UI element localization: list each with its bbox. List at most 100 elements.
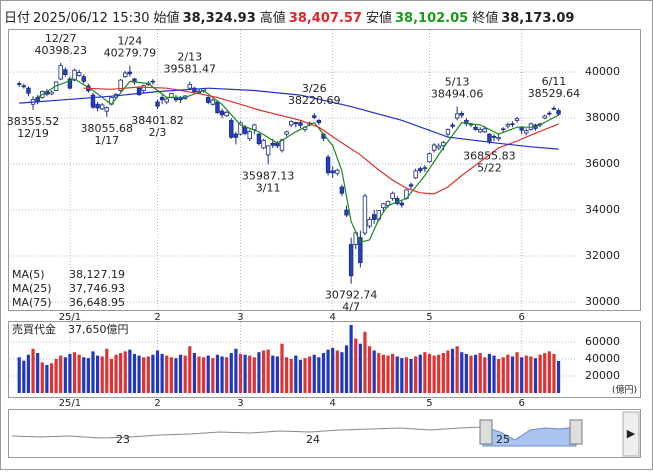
volume-bar [63, 357, 67, 393]
volume-bar [105, 348, 109, 393]
candle-body [413, 170, 418, 179]
ma-legend-value: 37,746.93 [69, 282, 125, 295]
volume-bar [234, 348, 238, 393]
annotation-value: 40398.23 [34, 44, 87, 57]
candle-body [219, 110, 225, 116]
volume-bar [478, 353, 482, 393]
volume-bar [49, 363, 54, 393]
volume-bar [197, 356, 201, 393]
volume-bar [188, 346, 192, 393]
navigator-handle[interactable] [479, 419, 493, 445]
volume-bar [427, 353, 432, 393]
candle-body [210, 99, 216, 105]
candle-body [127, 71, 133, 75]
y-tick-label: 36000 [585, 157, 620, 170]
candle-body [187, 84, 192, 89]
volume-bar [321, 353, 326, 393]
candle-body [169, 93, 174, 98]
candle-body [265, 145, 271, 156]
volume-bar [114, 354, 118, 393]
volume-bar [524, 355, 528, 393]
annotation-date: 6/11 [542, 75, 567, 88]
candle-body [224, 111, 229, 117]
volume-bar [160, 353, 164, 393]
candle-body [418, 168, 423, 172]
candle-body [118, 79, 123, 91]
annotation-date: 12/27 [45, 32, 77, 45]
scroll-button[interactable] [622, 411, 640, 457]
volume-bar [36, 353, 40, 393]
navigator-label: 23 [116, 433, 130, 446]
scroll-arrow[interactable]: ▶ [627, 427, 636, 440]
volume-bar [547, 351, 551, 393]
volume-bar [45, 364, 49, 393]
annotation-value: 35987.13 [242, 169, 295, 182]
candle-body [316, 119, 322, 124]
volume-bar [155, 350, 160, 393]
volume-bar [294, 355, 298, 393]
navigator-handle[interactable] [569, 419, 583, 445]
volume-bar [358, 343, 362, 393]
ma-legend-name: MA(25) [12, 282, 52, 295]
candle-body [49, 91, 54, 95]
candle-body [123, 72, 128, 78]
y-tick-label: 34000 [585, 203, 620, 216]
x-tick-label: 6 [518, 398, 524, 409]
volume-bar [400, 358, 404, 393]
volume-bar [137, 355, 141, 393]
volume-bar [497, 358, 501, 393]
header-label: 終値 [472, 10, 498, 26]
candle-body [408, 184, 414, 187]
candle-body [496, 136, 501, 140]
volume-bar [91, 351, 95, 393]
volume-bar [243, 354, 247, 393]
candle-body [482, 128, 488, 133]
candle-body [136, 87, 142, 95]
candle-body [362, 195, 368, 234]
ma-legend-value: 36,648.95 [69, 296, 125, 309]
candle-body [164, 98, 169, 103]
volume-unit: (億円) [612, 384, 637, 396]
volume-bar [17, 357, 21, 393]
candle-body [371, 214, 377, 220]
volume-bar [317, 357, 321, 393]
candle-body [487, 133, 492, 142]
volume-bar [54, 358, 58, 393]
volume-bar [391, 353, 395, 393]
header: 日付 2025/06/12 15:30 始値 38,324.93 高値 38,407.57… [4, 10, 574, 26]
volume-tick-label: 20000 [585, 369, 620, 382]
annotation-date: 1/24 [118, 35, 143, 48]
candle-body [514, 118, 520, 121]
x-tick-label: 3 [237, 312, 243, 323]
annotation-value: 38220.69 [288, 94, 341, 107]
candle-body [17, 83, 22, 85]
candle-body [445, 129, 451, 135]
annotation-value: 30792.74 [325, 289, 378, 302]
volume-bar [515, 352, 519, 393]
volume-bar [289, 358, 293, 393]
navigator-label: 24 [306, 433, 320, 446]
candle-body [233, 133, 239, 138]
volume-bar [298, 359, 303, 393]
candle-body [358, 237, 363, 264]
candle-body [99, 104, 105, 110]
candle-body [21, 85, 27, 88]
candle-body [477, 129, 483, 133]
x-tick-label: 2 [154, 312, 160, 323]
volume-bar [556, 360, 561, 393]
navigator-selection[interactable] [482, 426, 577, 447]
volume-bar [349, 324, 353, 393]
header-label: 高値 [260, 10, 286, 26]
volume-bar [367, 346, 372, 393]
navigator-line [11, 426, 484, 439]
volume-bar [363, 331, 367, 393]
volume-bar [432, 355, 436, 393]
volume-bar [266, 349, 270, 393]
volume-bar [529, 356, 533, 393]
candle-body [261, 139, 266, 149]
volume-bar [552, 353, 556, 393]
